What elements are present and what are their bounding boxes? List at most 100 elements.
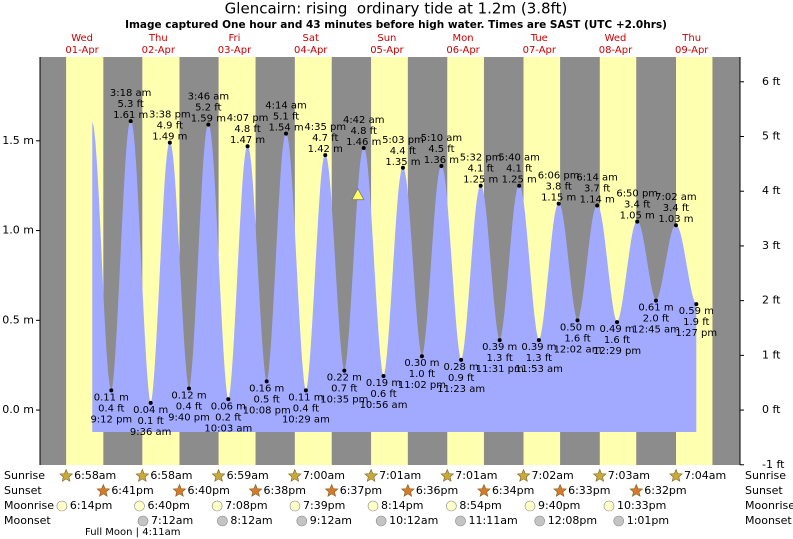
tide-label: 4.4 ft — [390, 146, 416, 157]
tide-label: 4:42 am — [343, 115, 385, 126]
tide-point — [186, 386, 191, 391]
y2-tick-label: 5 ft — [762, 129, 781, 142]
sun-icon — [669, 468, 683, 482]
current-level-marker — [351, 187, 365, 201]
tide-point — [439, 163, 444, 168]
tide-label: 0.4 ft — [176, 402, 202, 413]
y2-tick-label: 1 ft — [762, 348, 781, 361]
tide-label: 0.49 m — [599, 324, 634, 335]
row-time: 9:12am — [310, 514, 352, 527]
tide-label: 1.14 m — [580, 194, 615, 205]
y2-tick-label: 2 ft — [762, 294, 781, 307]
sun-icon — [440, 468, 455, 482]
tide-label: 0.6 ft — [370, 389, 396, 400]
row-time: 6:41pm — [111, 484, 153, 497]
tide-label: 1.59 m — [191, 114, 226, 125]
row-time: 8:12am — [230, 514, 272, 527]
tide-label: 1.61 m — [113, 110, 148, 121]
moon-icon — [289, 500, 301, 512]
row-label: Sunrise — [4, 469, 45, 482]
tide-point — [167, 140, 172, 145]
row-time: 6:58am — [150, 469, 192, 482]
row-label: Sunset — [4, 484, 42, 497]
tide-label: 1.47 m — [230, 135, 265, 146]
day-date: 07-Apr — [523, 45, 557, 56]
tide-label: 1.15 m — [541, 193, 576, 204]
day-date: 02-Apr — [142, 45, 176, 56]
row-time: 6:33pm — [568, 484, 610, 497]
tide-label: 7:02 am — [655, 192, 697, 203]
tide-point — [615, 320, 620, 325]
day-weekday: Fri — [229, 33, 241, 44]
sun-icon — [516, 468, 531, 482]
tide-label: 4.5 ft — [428, 144, 454, 155]
tide-point — [342, 368, 347, 373]
tide-label: 1.9 ft — [683, 317, 709, 328]
moon-icon — [603, 500, 615, 512]
sun-icon — [59, 468, 74, 482]
moon-icon — [296, 515, 308, 527]
tide-label: 5.1 ft — [273, 112, 299, 123]
tide-point — [400, 165, 405, 170]
tide-label: 0.16 m — [249, 383, 284, 394]
tide-point — [653, 298, 658, 303]
row-label: Moonrise — [4, 499, 54, 512]
tide-point — [694, 302, 699, 307]
sun-icon — [553, 483, 568, 497]
tide-label: 2.0 ft — [643, 314, 669, 325]
tide-point — [575, 318, 580, 323]
plot-background — [40, 57, 740, 465]
tide-label: 5.3 ft — [117, 99, 143, 110]
tide-label: 0.5 ft — [253, 394, 279, 405]
tide-label: 11:23 am — [437, 384, 485, 395]
y2-tick-label: -1 ft — [762, 458, 785, 471]
row-time: 7:00am — [303, 469, 345, 482]
tide-point — [148, 400, 153, 405]
row-time: 8:14pm — [381, 499, 423, 512]
row-time: 10:12am — [389, 514, 438, 527]
tide-label: 10:08 pm — [243, 405, 291, 416]
tide-label: 5:03 pm — [382, 135, 424, 146]
tide-label: 3.4 ft — [624, 200, 650, 211]
row-time: 6:36pm — [416, 484, 458, 497]
tide-point — [673, 223, 678, 228]
row-time: 11:11am — [469, 514, 518, 527]
tide-label: 0.12 m — [171, 391, 206, 402]
tide-point — [635, 219, 640, 224]
row-time: 7:01am — [455, 469, 497, 482]
tide-point — [206, 122, 211, 127]
moon-icon — [613, 515, 625, 527]
tide-label: 1.25 m — [502, 175, 537, 186]
tide-label: 4:35 pm — [304, 122, 346, 133]
tide-point — [284, 131, 289, 136]
day-date: 09-Apr — [675, 45, 709, 56]
day-date: 01-Apr — [65, 45, 99, 56]
tide-label: 5:32 pm — [460, 153, 502, 164]
day-date: 04-Apr — [294, 45, 328, 56]
day-weekday: Wed — [71, 33, 93, 44]
tide-point — [361, 146, 366, 151]
moon-icon — [446, 500, 457, 512]
tide-label: 6:14 am — [576, 172, 618, 183]
day-weekday: Sun — [377, 33, 396, 44]
moon-icon — [455, 515, 466, 527]
row-time: 12:08pm — [548, 514, 597, 527]
tide-label: 0.11 m — [288, 392, 323, 403]
tide-point — [595, 203, 600, 208]
tide-label: 0.22 m — [327, 373, 362, 384]
row-time: 6:14pm — [70, 499, 112, 512]
tide-label: 3:38 pm — [149, 110, 191, 121]
tide-label: 0.06 m — [211, 401, 246, 412]
row-time: 6:40pm — [187, 484, 229, 497]
tide-label: 10:03 am — [204, 423, 252, 434]
chart-subtitle: Image captured One hour and 43 minutes b… — [125, 19, 667, 31]
tide-label: 9:12 pm — [90, 414, 132, 425]
sun-icon — [477, 483, 491, 497]
tide-point — [497, 338, 502, 343]
row-time: 10:33pm — [617, 499, 666, 512]
moon-phase: Full Moon | 4:11am — [85, 527, 181, 538]
tide-label: 4.8 ft — [234, 124, 260, 135]
tide-label: 9:40 pm — [168, 413, 210, 424]
y-tick-label: 1.0 m — [2, 224, 34, 237]
